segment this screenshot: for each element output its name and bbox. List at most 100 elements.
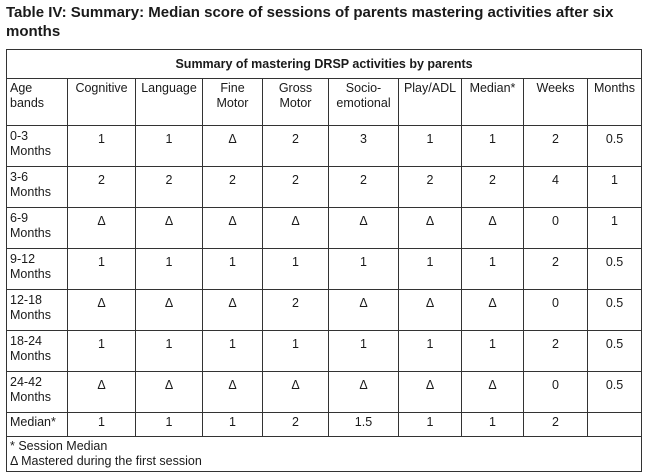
- table-cell: 1: [262, 248, 329, 290]
- table-cell: 2: [262, 125, 329, 167]
- table-cell: 1: [67, 330, 136, 372]
- table-cell: Δ: [262, 371, 329, 413]
- table-cell: Δ: [262, 207, 329, 249]
- table-cell: 1: [202, 330, 263, 372]
- table-row: 18-24 Months 1 1 1 1 1 1 1 2 0.5: [6, 330, 643, 372]
- table-cell: Play/ADL: [398, 78, 462, 126]
- table-cell: 2: [202, 166, 263, 208]
- table-cell: 2: [523, 412, 588, 437]
- table-cell: 4: [523, 166, 588, 208]
- table-cell: 1: [398, 125, 462, 167]
- table-cell: 2: [461, 166, 524, 208]
- table-cell: 2: [135, 166, 203, 208]
- table-cell: 1: [67, 412, 136, 437]
- table-cell: Δ: [328, 207, 399, 249]
- row-label: Age bands: [6, 78, 68, 126]
- table-cell: 1: [202, 248, 263, 290]
- table-cell: 1: [135, 248, 203, 290]
- table-cell: Median*: [461, 78, 524, 126]
- table-cell: Weeks: [523, 78, 588, 126]
- table-cell: 1: [398, 248, 462, 290]
- table-cell: 0: [523, 371, 588, 413]
- row-label: 3-6 Months: [6, 166, 68, 208]
- row-label: 0-3 Months: [6, 125, 68, 167]
- table-title: Table IV: Summary: Median score of sessi…: [6, 4, 614, 40]
- table-cell: Months: [586, 78, 643, 126]
- table-cell: 1: [461, 248, 524, 290]
- footnote-row: * Session Median Δ Mastered during the fi…: [5, 436, 643, 472]
- table-cell: 1: [328, 248, 399, 290]
- table-cell: 2: [398, 166, 462, 208]
- table-cell: 2: [262, 289, 329, 331]
- row-label: 6-9 Months: [6, 207, 68, 249]
- table-cell: Language: [135, 78, 203, 126]
- table-cell: Socio-emotional: [328, 78, 399, 126]
- row-label: 12-18 Months: [6, 289, 68, 331]
- table-cell: Cognitive: [67, 78, 136, 126]
- table-cell: 1: [67, 125, 136, 167]
- median-row: Median* 1 1 1 2 1.5 1 1 2: [6, 412, 643, 437]
- table-cell: Δ: [202, 207, 263, 249]
- table-cell: 1: [461, 125, 524, 167]
- table-cell: Δ: [328, 289, 399, 331]
- table-row: 0-3 Months 1 1 Δ 2 3 1 1 2 0.5: [6, 125, 643, 167]
- table-row: 3-6 Months 2 2 2 2 2 2 2 4 1: [6, 166, 643, 208]
- table-cell: Δ: [67, 289, 136, 331]
- table-cell: Gross Motor: [262, 78, 329, 126]
- table-cell: 1: [202, 412, 263, 437]
- table-cell: Δ: [461, 371, 524, 413]
- table-cell: 2: [523, 248, 588, 290]
- table-cell: 2: [67, 166, 136, 208]
- table-cell: Δ: [67, 207, 136, 249]
- footnote: Δ Mastered during the first session: [10, 454, 202, 468]
- row-label: 24-42 Months: [6, 371, 68, 413]
- table-cell: 0.5: [586, 289, 643, 331]
- table-cell: 0.5: [586, 330, 643, 372]
- table-cell: 0: [523, 289, 588, 331]
- table-cell: Δ: [135, 289, 203, 331]
- table-cell: 0.5: [586, 371, 643, 413]
- summary-table: Summary of mastering DRSP activities by …: [5, 49, 643, 472]
- table-row: 9-12 Months 1 1 1 1 1 1 1 2 0.5: [6, 248, 643, 290]
- table-cell: 1: [135, 330, 203, 372]
- table-cell: [586, 412, 643, 437]
- table-cell: 1: [461, 330, 524, 372]
- table-cell: Δ: [398, 207, 462, 249]
- footnote: * Session Median: [10, 439, 108, 453]
- table-cell: Δ: [328, 371, 399, 413]
- table-cell: 1: [398, 330, 462, 372]
- table-cell: 1: [461, 412, 524, 437]
- table-cell: 3: [328, 125, 399, 167]
- table-cell: Δ: [135, 371, 203, 413]
- table-row: 6-9 Months Δ Δ Δ Δ Δ Δ Δ 0 1: [6, 207, 643, 249]
- row-label: 18-24 Months: [6, 330, 68, 372]
- table-row: 24-42 Months Δ Δ Δ Δ Δ Δ Δ 0 0.5: [6, 371, 643, 413]
- table-cell: 2: [262, 166, 329, 208]
- table-cell: 2: [523, 125, 588, 167]
- table-cell: 1.5: [328, 412, 399, 437]
- table-cell: 1: [398, 412, 462, 437]
- table-cell: Δ: [398, 289, 462, 331]
- table-cell: 2: [523, 330, 588, 372]
- row-label: 9-12 Months: [6, 248, 68, 290]
- table-cell: 1: [135, 125, 203, 167]
- table-cell: 1: [67, 248, 136, 290]
- table-cell: Δ: [202, 289, 263, 331]
- header-row: Age bands Cognitive Language Fine Motor Gros…: [6, 78, 643, 126]
- table-cell: 0.5: [586, 248, 643, 290]
- table-cell: 1: [262, 330, 329, 372]
- table-cell: 0.5: [586, 125, 643, 167]
- table-cell: Δ: [135, 207, 203, 249]
- table-cell: Δ: [202, 371, 263, 413]
- table-cell: 1: [586, 207, 643, 249]
- table-cell: 1: [328, 330, 399, 372]
- table-cell: 2: [262, 412, 329, 437]
- table-cell: Δ: [461, 289, 524, 331]
- footnotes: * Session Median Δ Mastered during the fi…: [5, 436, 643, 472]
- table-cell: 1: [586, 166, 643, 208]
- table-cell: Δ: [202, 125, 263, 167]
- table-cell: 1: [135, 412, 203, 437]
- table-cell: 2: [328, 166, 399, 208]
- table-row: 12-18 Months Δ Δ Δ 2 Δ Δ Δ 0 0.5: [6, 289, 643, 331]
- table-cell: Δ: [67, 371, 136, 413]
